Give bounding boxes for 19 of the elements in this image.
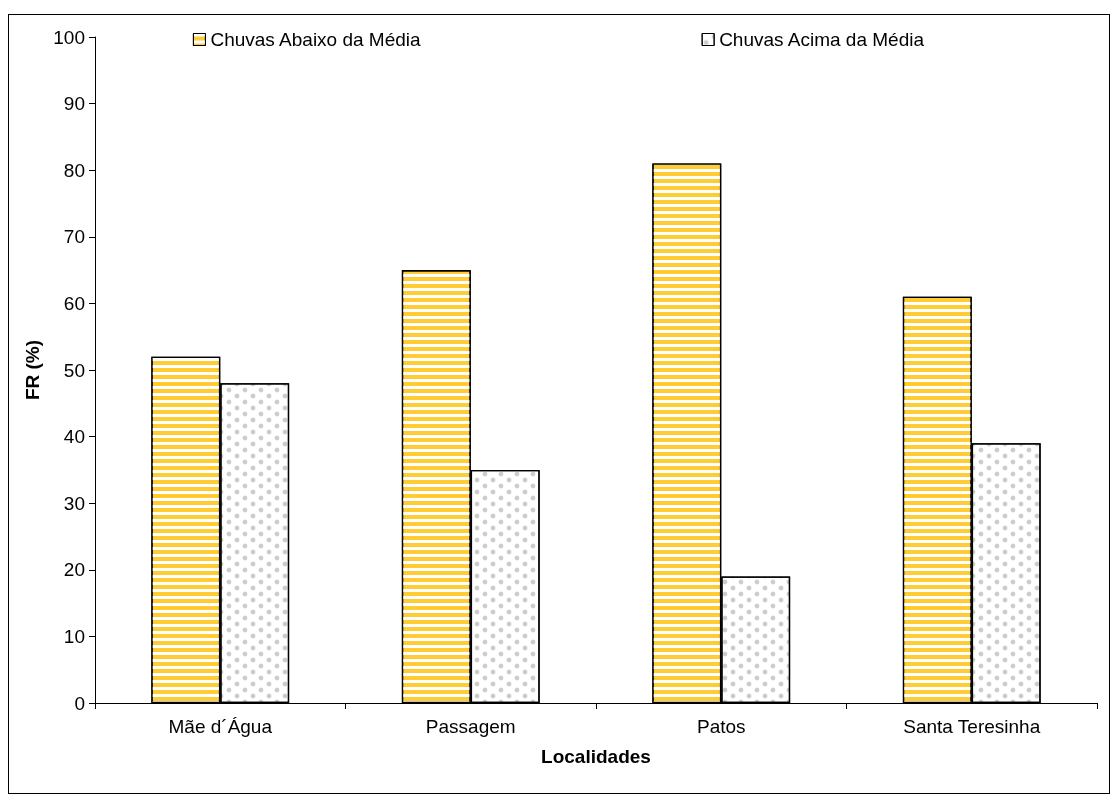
x-tick-label: Patos (696, 716, 746, 737)
y-tick-label: 90 (63, 93, 85, 115)
x-axis-title: Localidades (541, 746, 651, 767)
y-tick-label: 100 (53, 26, 85, 48)
y-tick-label: 50 (63, 359, 85, 381)
y-tick-label: 10 (63, 625, 85, 647)
x-tick-label: Mãe d´Água (168, 716, 273, 737)
y-tick-label: 30 (63, 492, 85, 514)
y-tick-label: 40 (63, 426, 85, 448)
x-tick-label: Santa Teresinha (903, 716, 1041, 737)
y-tick-label: 20 (63, 559, 85, 581)
legend-label: Chuvas Acima da Média (719, 29, 925, 50)
y-tick-label: 0 (74, 692, 85, 714)
y-tick-label: 60 (63, 292, 85, 314)
x-tick-label: Passagem (425, 716, 516, 737)
y-tick-label: 80 (63, 159, 85, 181)
y-tick-label: 70 (63, 226, 85, 248)
y-axis-title: FR (%) (22, 339, 44, 401)
legend-label: Chuvas Abaixo da Média (210, 29, 422, 50)
